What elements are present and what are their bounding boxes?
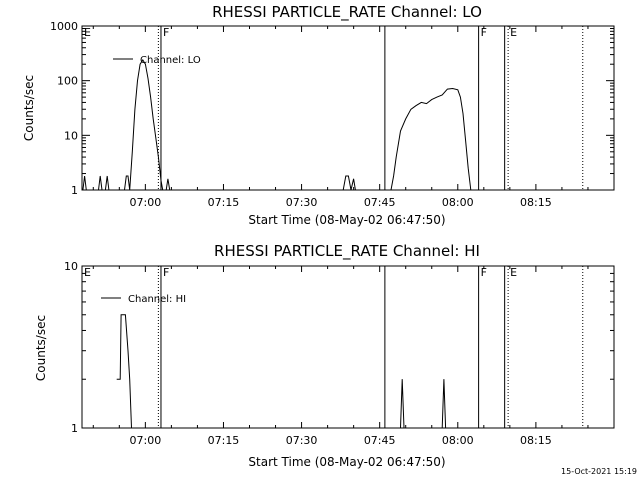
legend-label: Channel: HI — [128, 294, 186, 305]
panel-hi: RHESSI PARTICLE_RATE Channel: HI Start T… — [34, 242, 615, 469]
x-tick-label: 08:00 — [442, 196, 474, 209]
y-axis-label: Counts/sec — [34, 315, 48, 381]
y-tick-label: 1 — [71, 184, 78, 197]
timestamp: 15-Oct-2021 15:19 — [561, 467, 637, 476]
y-tick-label: 100 — [57, 75, 78, 88]
y-tick-label: 1 — [71, 422, 78, 435]
event-letter: F — [163, 266, 169, 279]
x-axis-label: Start Time (08-May-02 06:47:50) — [248, 455, 445, 469]
panel-lo: RHESSI PARTICLE_RATE Channel: LO Start T… — [22, 3, 615, 227]
y-tick-label: 10 — [64, 260, 78, 273]
y-tick-label: 1000 — [50, 20, 78, 33]
series-line — [116, 314, 447, 429]
x-tick-label: 07:45 — [364, 434, 396, 447]
legend-label: Channel: LO — [140, 55, 201, 66]
y-axis-label: Counts/sec — [22, 75, 36, 141]
event-letter: F — [481, 26, 487, 39]
event-letter: F — [163, 26, 169, 39]
event-letter: E — [84, 26, 91, 39]
x-tick-label: 07:45 — [364, 196, 396, 209]
plot-frame — [81, 25, 615, 191]
panel-title: RHESSI PARTICLE_RATE Channel: HI — [214, 242, 480, 261]
event-letter: E — [510, 266, 517, 279]
x-tick-label: 07:00 — [130, 434, 162, 447]
event-letter: F — [481, 266, 487, 279]
x-tick-label: 08:15 — [520, 196, 552, 209]
x-tick-label: 07:15 — [208, 434, 240, 447]
event-letter: E — [510, 26, 517, 39]
x-tick-label: 08:15 — [520, 434, 552, 447]
panel-title: RHESSI PARTICLE_RATE Channel: LO — [212, 3, 482, 22]
x-tick-label: 07:30 — [286, 434, 318, 447]
x-tick-label: 08:00 — [442, 434, 474, 447]
x-axis-label: Start Time (08-May-02 06:47:50) — [248, 213, 445, 227]
x-tick-label: 07:30 — [286, 196, 318, 209]
x-tick-label: 07:15 — [208, 196, 240, 209]
series-line — [82, 58, 472, 191]
event-letter: E — [84, 266, 91, 279]
x-tick-label: 07:00 — [130, 196, 162, 209]
y-tick-label: 10 — [64, 129, 78, 142]
